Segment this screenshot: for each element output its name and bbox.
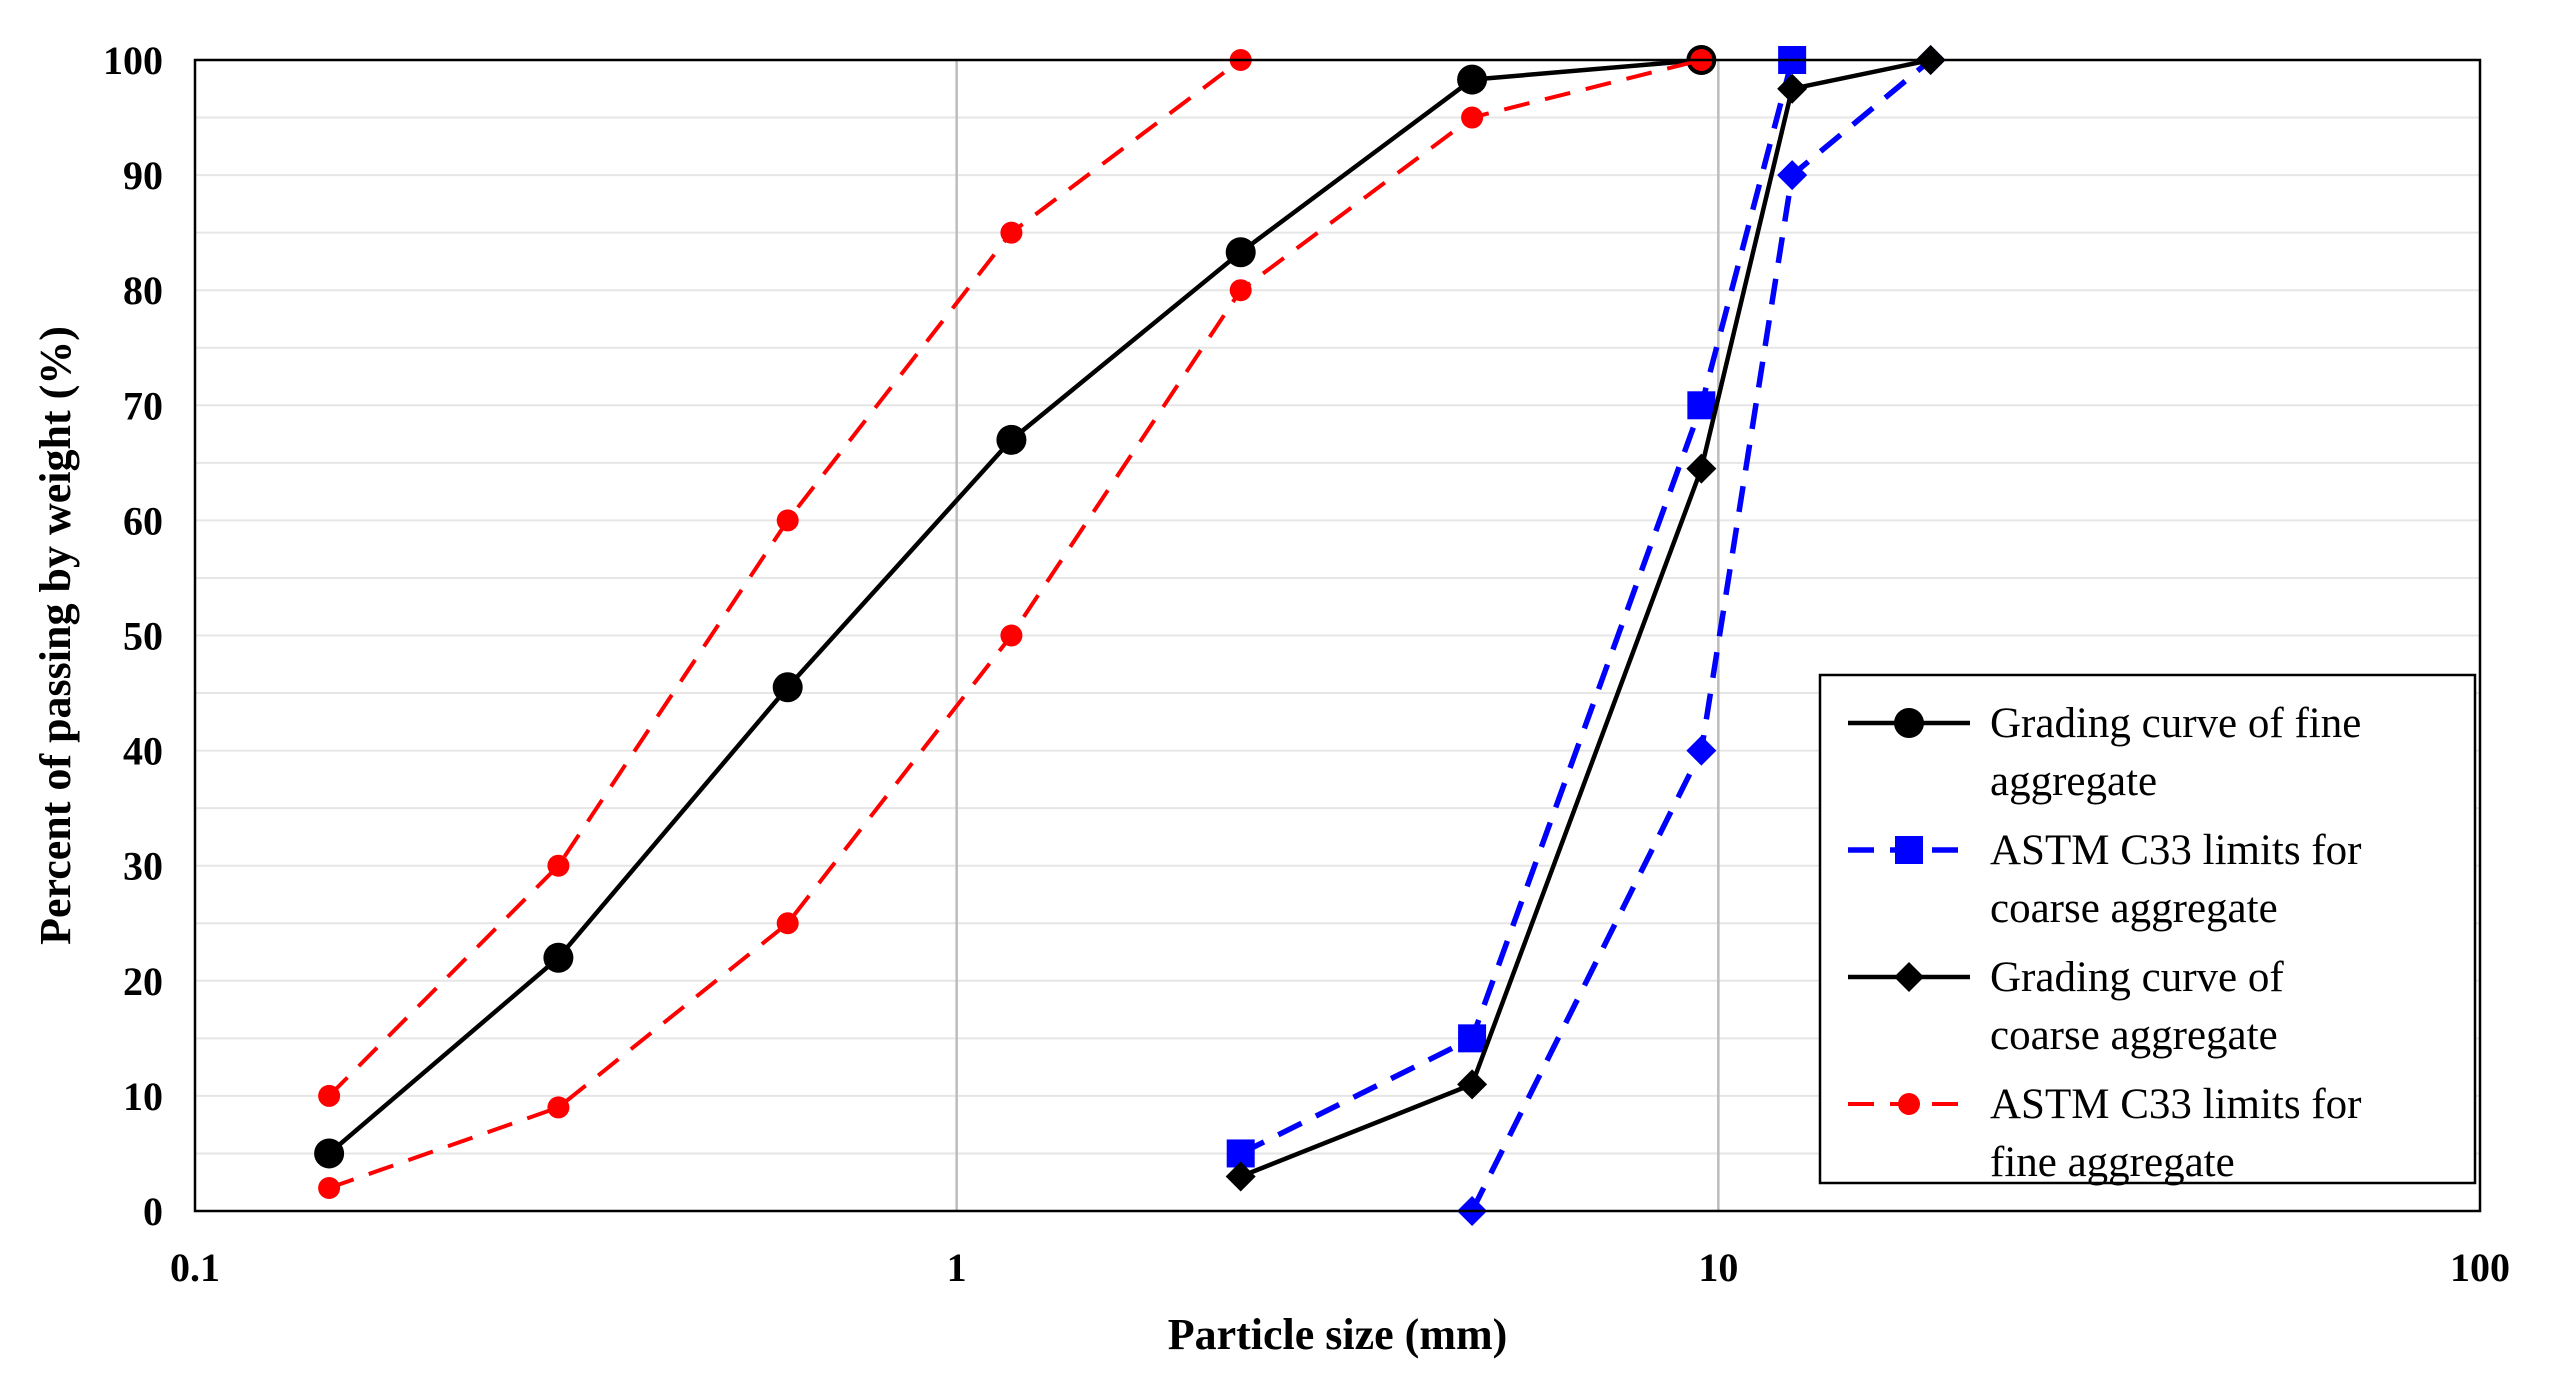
data-point bbox=[1225, 237, 1256, 268]
legend-label: coarse aggregate bbox=[1990, 1012, 2278, 1059]
legend-entry[interactable]: Grading curve of fine aggregate bbox=[1848, 700, 2361, 805]
x-tick-label: 1 bbox=[947, 1245, 967, 1290]
data-point bbox=[1229, 279, 1252, 302]
series-astm-c33-limits-for-fine-aggregate-upper- bbox=[318, 49, 1252, 1107]
y-tick-label: 10 bbox=[123, 1074, 163, 1119]
data-point bbox=[1461, 106, 1484, 129]
data-point bbox=[1000, 624, 1023, 647]
legend-label: ASTM C33 limits for bbox=[1990, 1081, 2362, 1128]
y-tick-label: 80 bbox=[123, 268, 163, 313]
data-point bbox=[1000, 221, 1023, 244]
gridlines bbox=[195, 60, 2480, 1211]
y-axis-title: Percent of passing by weight (%) bbox=[31, 326, 80, 945]
data-point bbox=[1777, 73, 1808, 104]
legend-marker bbox=[1898, 1093, 1920, 1115]
axis-tick-labels: 0 10 20 30 40 50 60 70 80 90 100 0.1 1 10 100 bbox=[103, 38, 2510, 1290]
data-point bbox=[996, 424, 1027, 455]
y-tick-label: 60 bbox=[123, 498, 163, 543]
y-tick-label: 0 bbox=[143, 1189, 163, 1234]
x-tick-label: 0.1 bbox=[170, 1245, 220, 1290]
y-tick-label: 70 bbox=[123, 383, 163, 428]
data-point bbox=[1777, 160, 1808, 191]
series-line bbox=[1469, 57, 1933, 1213]
data-point bbox=[1687, 391, 1716, 420]
series-grading-curve-of-coarse-aggregate bbox=[1225, 45, 1946, 1192]
legend-label: Grading curve of bbox=[1990, 954, 2284, 1001]
data-point bbox=[776, 509, 799, 532]
x-tick-label: 10 bbox=[1698, 1245, 1738, 1290]
series-grading-curve-of-fine-aggregate bbox=[314, 45, 1717, 1169]
data-series bbox=[314, 45, 1946, 1226]
legend-label: fine aggregate bbox=[1990, 1139, 2235, 1186]
legend-label: Grading curve of fine bbox=[1990, 700, 2361, 747]
legend-entry[interactable]: Grading curve of coarse aggregate bbox=[1848, 954, 2284, 1059]
data-point bbox=[314, 1138, 345, 1169]
data-point bbox=[776, 912, 799, 935]
y-tick-label: 30 bbox=[123, 844, 163, 889]
data-point bbox=[1686, 735, 1717, 766]
data-point bbox=[1457, 64, 1488, 95]
data-point bbox=[318, 1084, 341, 1107]
series-line bbox=[1239, 59, 1795, 1156]
data-point bbox=[547, 854, 570, 877]
legend-entry[interactable]: ASTM C33 limits for fine aggregate bbox=[1848, 1081, 2362, 1186]
y-tick-label: 100 bbox=[103, 38, 163, 83]
legend-label: coarse aggregate bbox=[1990, 885, 2278, 932]
legend-label: ASTM C33 limits for bbox=[1990, 827, 2362, 874]
y-tick-label: 50 bbox=[123, 614, 163, 659]
data-point bbox=[318, 1176, 341, 1199]
y-tick-label: 40 bbox=[123, 729, 163, 774]
data-point bbox=[547, 1096, 570, 1119]
y-tick-label: 20 bbox=[123, 959, 163, 1004]
y-tick-label: 90 bbox=[123, 153, 163, 198]
legend-marker bbox=[1894, 708, 1924, 738]
legend[interactable]: Grading curve of fine aggregate ASTM C33 l… bbox=[1818, 673, 2477, 1186]
legend-label: aggregate bbox=[1990, 758, 2157, 805]
data-point bbox=[772, 672, 803, 703]
data-point bbox=[1225, 1161, 1256, 1192]
x-axis-title: Particle size (mm) bbox=[1168, 1310, 1508, 1359]
plot-area-frame bbox=[193, 58, 2482, 1213]
data-point bbox=[1686, 453, 1717, 484]
x-tick-label: 100 bbox=[2450, 1245, 2510, 1290]
data-point bbox=[543, 942, 574, 973]
legend-marker bbox=[1894, 962, 1924, 992]
legend-entry[interactable]: ASTM C33 limits for coarse aggregate bbox=[1848, 827, 2362, 932]
series-astm-c33-limits-for-fine-aggregate-lower- bbox=[318, 49, 1713, 1199]
data-point bbox=[1458, 1024, 1487, 1053]
data-point bbox=[1457, 1069, 1488, 1100]
legend-box bbox=[1818, 673, 2477, 1185]
legend-marker bbox=[1895, 836, 1923, 864]
